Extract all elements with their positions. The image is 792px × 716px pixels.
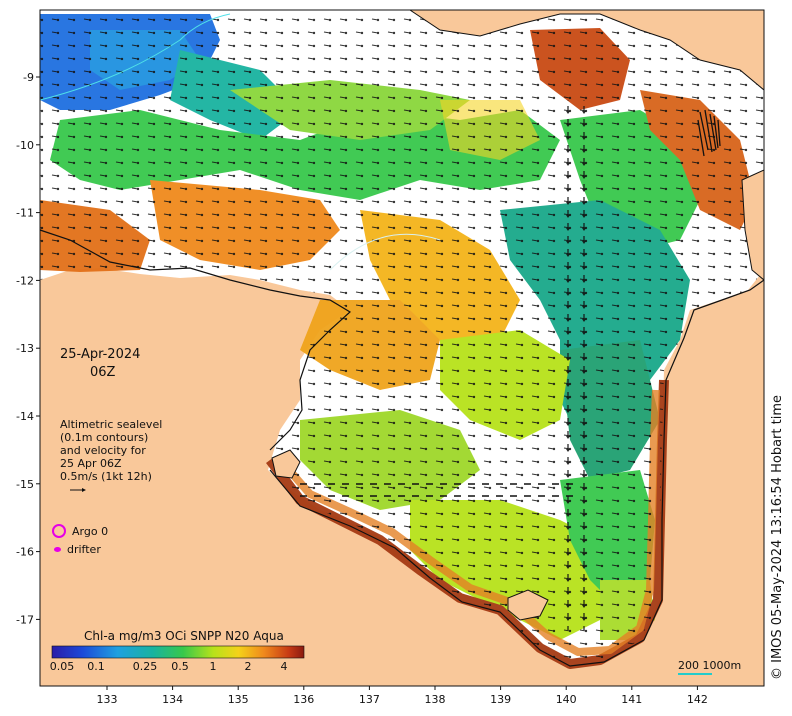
colorbar-tick: 0.05 — [49, 660, 75, 673]
drifter-dot-icon — [54, 547, 61, 552]
lon-tick-label: 142 — [687, 693, 708, 706]
torres-strait-arrows — [697, 109, 721, 157]
velocity-description: Altimetric sealevel (0.1m contours) and … — [60, 418, 190, 483]
drifter-legend: drifter — [54, 543, 101, 556]
colorbar-tick: 0.1 — [87, 660, 105, 673]
lat-tick-label: -10 — [16, 139, 34, 152]
groote-island — [271, 449, 301, 479]
lat-tick-label: -13 — [16, 342, 34, 355]
desc-line: (0.1m contours) — [60, 431, 149, 444]
lat-tick-label: -14 — [16, 410, 34, 423]
desc-line: Altimetric sealevel — [60, 418, 163, 431]
lat-tick-label: -11 — [16, 207, 34, 220]
colorbar — [51, 645, 305, 659]
colorbar-tick: 4 — [280, 660, 288, 673]
lat-tick-label: -16 — [16, 546, 34, 559]
lon-tick-label: 137 — [359, 693, 380, 706]
lon-tick-label: 135 — [228, 693, 249, 706]
map-date: 25-Apr-2024 — [60, 347, 141, 362]
map-area — [39, 9, 765, 686]
lon-axis: 133 134 135 136 137 138 139 140 141 142 — [97, 686, 708, 706]
lon-tick-label: 139 — [490, 693, 511, 706]
current-band-horizontal — [300, 483, 580, 497]
argo-legend: Argo 0 — [52, 524, 108, 538]
colorbar-tick: 0.25 — [132, 660, 158, 673]
lat-tick-label: -17 — [16, 613, 34, 626]
colorbar-tick: 0.5 — [171, 660, 189, 673]
lon-tick-label: 138 — [425, 693, 446, 706]
arnhem-coast — [39, 229, 352, 451]
colorbar-tick: 2 — [244, 660, 252, 673]
credit-text: © IMOS 05-May-2024 13:16:54 Hobart time — [770, 395, 785, 680]
colorbar-title: Chl-a mg/m3 OCi SNPP N20 Aqua — [84, 629, 284, 643]
current-band-vertical — [562, 100, 586, 630]
map-time: 06Z — [90, 365, 116, 380]
lon-tick-label: 133 — [97, 693, 118, 706]
lon-tick-label: 134 — [162, 693, 183, 706]
lon-tick-label: 141 — [621, 693, 642, 706]
gulf-coast — [269, 279, 765, 667]
desc-line: and velocity for — [60, 444, 146, 457]
cape-york-land — [408, 9, 765, 92]
scale-label: 200 1000m — [678, 659, 742, 672]
lat-tick-label: -9 — [23, 71, 34, 84]
lat-tick-label: -12 — [16, 274, 34, 287]
desc-line: 25 Apr 06Z — [60, 457, 122, 470]
lon-tick-label: 140 — [556, 693, 577, 706]
colorbar-tick: 1 — [209, 660, 217, 673]
lat-tick-label: -15 — [16, 478, 34, 491]
drifter-label: drifter — [67, 543, 101, 556]
lat-axis: -9 -10 -11 -12 -13 -14 -15 -16 -17 — [16, 71, 40, 626]
argo-label: Argo 0 — [72, 524, 109, 538]
lon-tick-label: 136 — [293, 693, 314, 706]
argo-ring-icon — [52, 524, 66, 538]
desc-line: 0.5m/s (1kt 12h) — [60, 470, 152, 483]
cape-york-land — [741, 169, 765, 282]
sealevel-contour — [329, 233, 441, 271]
sealevel-contour — [39, 13, 231, 101]
mornington-island — [507, 589, 549, 621]
